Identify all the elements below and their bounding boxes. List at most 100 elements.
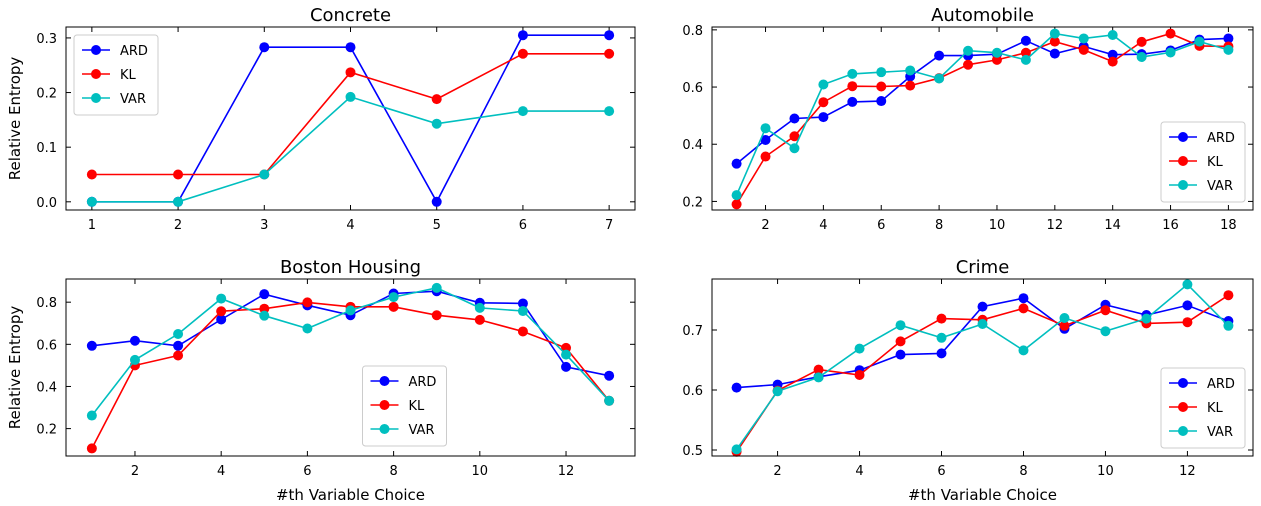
y-tick-label: 0.8 (682, 24, 703, 39)
x-tick-label: 2 (773, 464, 781, 479)
x-tick-label: 10 (1097, 464, 1114, 479)
y-tick-label: 0.0 (36, 196, 57, 211)
legend-swatch-marker (1178, 132, 1188, 142)
data-point-var (86, 196, 97, 207)
data-point-kl (1059, 320, 1070, 331)
series-line-var (735, 32, 1229, 196)
plot-frame (65, 26, 636, 211)
x-tick-label: 4 (819, 218, 827, 233)
x-tick-label: 16 (1162, 218, 1179, 233)
y-axis-label: Relative Entropy (6, 306, 24, 430)
legend-swatch-marker (1178, 426, 1188, 436)
data-point-kl (302, 297, 313, 308)
x-tick-label: 6 (519, 218, 527, 233)
legend-label-var: VAR (409, 423, 435, 438)
data-point-ard (731, 382, 742, 393)
data-point-kl (731, 199, 742, 210)
legend-label-ard: ARD (409, 375, 437, 390)
x-tick-label: 12 (1047, 218, 1064, 233)
data-point-ard (847, 96, 858, 107)
data-point-var (604, 106, 615, 117)
data-point-var (517, 106, 528, 117)
data-point-kl (86, 169, 97, 180)
y-tick-label: 0.8 (36, 296, 57, 311)
data-point-var (1141, 313, 1152, 324)
series-line-ard (91, 34, 610, 204)
data-point-kl (345, 67, 356, 78)
data-point-ard (259, 289, 270, 300)
legend-label-var: VAR (120, 92, 146, 107)
data-point-ard (1223, 33, 1234, 44)
data-point-kl (1018, 303, 1029, 314)
chart-panel-crime: Crime 2 4 6 8 10 12 0.5 0.6 0.7 #th Variable Choic… (682, 257, 1254, 504)
x-tick-label: 1 (88, 218, 96, 233)
legend-swatch-marker (379, 400, 390, 410)
data-point-kl (1049, 36, 1060, 47)
data-point-var (876, 67, 887, 78)
chart-title: Crime (956, 257, 1010, 278)
data-point-var (818, 79, 829, 90)
y-tick-label: 0.6 (682, 384, 703, 399)
y-tick-label: 0.5 (682, 444, 703, 459)
data-point-kl (854, 370, 865, 380)
data-point-var (731, 190, 742, 201)
chart-title: Concrete (310, 5, 391, 26)
data-point-kl (431, 310, 442, 321)
x-tick-label: 4 (217, 464, 225, 479)
data-point-var (895, 320, 906, 331)
data-point-kl (259, 303, 270, 314)
x-tick-label: 6 (877, 218, 885, 233)
series-var (731, 28, 1234, 201)
legend-swatch-marker (1178, 402, 1188, 412)
y-tick-label: 0.2 (36, 423, 57, 438)
legend-swatch-marker (91, 69, 101, 79)
data-point-kl (789, 131, 800, 142)
data-point-ard (934, 50, 945, 61)
series-var (86, 91, 615, 207)
legend: ARD KL VAR (1160, 121, 1246, 203)
data-point-kl (173, 169, 184, 180)
data-point-kl (847, 81, 858, 92)
data-point-kl (604, 48, 615, 59)
x-tick-label: 3 (260, 218, 268, 233)
data-point-var (854, 343, 865, 354)
data-point-ard (561, 361, 572, 372)
data-point-var (991, 47, 1002, 58)
plot-frame (711, 26, 1254, 211)
data-point-var (760, 123, 771, 134)
data-point-ard (818, 112, 829, 123)
data-point-var (345, 305, 356, 316)
data-point-kl (905, 80, 916, 91)
data-point-var (847, 68, 858, 79)
chart-panel-concrete: Concrete 1 2 3 4 5 6 7 0.0 0.1 0.2 0.3 Relative Entr… (6, 5, 636, 233)
x-axis-label: #th Variable Choice (908, 486, 1057, 504)
data-point-ard (1182, 300, 1193, 311)
data-point-var (1020, 54, 1031, 65)
data-point-var (259, 169, 270, 180)
x-tick-label: 5 (433, 218, 441, 233)
data-point-var (388, 292, 399, 303)
legend-label-kl: KL (1207, 155, 1224, 170)
data-point-var (1049, 28, 1060, 39)
data-point-var (216, 293, 227, 304)
data-point-ard (936, 348, 947, 359)
data-point-var (431, 118, 442, 129)
legend-swatch-marker (379, 376, 390, 386)
series-line-ard (736, 37, 1229, 165)
data-point-var (789, 143, 800, 154)
x-tick-label: 18 (1220, 218, 1237, 233)
data-point-var (731, 444, 742, 455)
data-point-kl (1223, 290, 1234, 301)
data-point-var (934, 73, 945, 84)
data-point-var (1165, 47, 1176, 58)
data-point-kl (936, 313, 947, 324)
x-tick-label: 14 (1104, 218, 1121, 233)
data-point-var (86, 410, 97, 421)
legend: ARD KL VAR (362, 365, 447, 447)
legend-swatch-marker (379, 424, 390, 434)
data-point-ard (977, 301, 988, 312)
legend-swatch-marker (1178, 180, 1188, 190)
plot-frame (65, 278, 636, 457)
x-tick-label: 2 (131, 464, 139, 479)
legend-label-ard: ARD (1207, 131, 1235, 146)
